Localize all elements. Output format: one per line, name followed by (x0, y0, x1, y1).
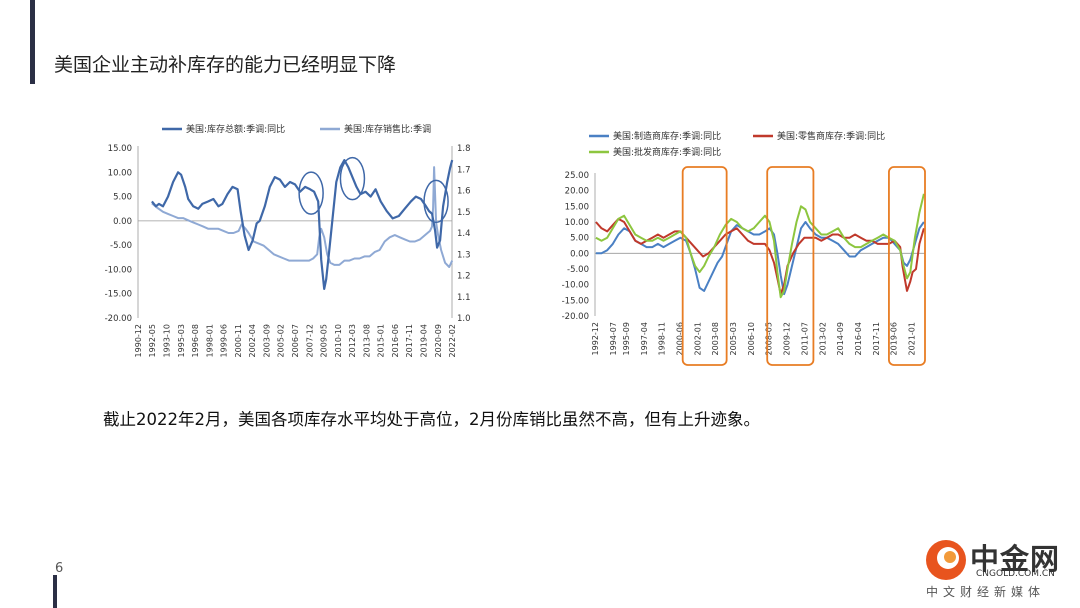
left-y-tick-label: 15.00 (108, 144, 132, 154)
y-tick-label: 15.00 (565, 202, 589, 212)
series-line-wholesaler-inventory (595, 193, 925, 299)
y-tick-label: 25.00 (565, 171, 589, 181)
left-y-tick-label: 5.00 (113, 193, 132, 203)
right-y-tick-label: 1.50 (457, 208, 470, 218)
title-accent-bar (30, 0, 35, 84)
x-tick-label: 1995-09 (622, 322, 631, 355)
right-y-tick-label: 1.30 (457, 250, 470, 260)
x-tick-label: 2013-08 (362, 324, 371, 357)
slide-caption: 截止2022年2月，美国各项库存水平均处于高位，2月份库销比虽然不高，但有上升迹… (103, 410, 760, 429)
right-y-tick-label: 1.20 (457, 272, 470, 282)
inventory-total-chart: 美国:库存总额:季调:同比 美国:库存销售比:季调 15.00 10.00 5.00 0.… (90, 118, 476, 368)
x-tick-label: 2016-06 (391, 324, 400, 357)
x-tick-label: 1998-11 (658, 322, 667, 355)
logo-name: 中金网 (970, 542, 1061, 576)
highlight-ellipse-2 (339, 156, 366, 201)
x-tick-label: 2012-03 (348, 324, 357, 357)
logo-swirl-icon (926, 540, 966, 580)
x-tick-label: 2022-02 (448, 324, 457, 357)
inventory-by-sector-chart: 美国:制造商库存:季调:同比 美国:零售商库存:季调:同比美国:批发商库存:季调:… (555, 125, 930, 370)
x-tick-label: 2019-04 (419, 324, 428, 357)
x-tick-label: 1997-04 (640, 322, 649, 355)
x-tick-label: 2017-11 (872, 322, 881, 355)
logo-url: CNGOLD.COM.CN (976, 569, 1055, 579)
y-tick-label: 20.00 (565, 187, 589, 197)
series-line-manufacturer-inventory (595, 221, 925, 296)
x-tick-label: 1990-12 (134, 324, 143, 357)
x-tick-label: 1993-10 (163, 324, 172, 357)
x-tick-label: 2006-07 (291, 324, 300, 357)
highlight-ellipse-1 (298, 171, 324, 215)
highlight-box-2 (766, 166, 815, 366)
left-y-tick-label: -5.00 (110, 241, 132, 251)
x-tick-label: 1995-03 (177, 324, 186, 357)
series-line-retailer-inventory (595, 217, 925, 296)
highlight-box-1 (681, 166, 728, 366)
left-y-tick-label: -10.00 (105, 265, 132, 275)
x-tick-label: 2013-02 (818, 322, 827, 355)
x-tick-label: 1992-12 (591, 322, 600, 355)
x-tick-label: 2016-04 (854, 322, 863, 355)
right-y-tick-label: 1.80 (457, 144, 470, 154)
x-tick-label: 2011-07 (800, 322, 809, 355)
x-tick-label: 1998-01 (205, 324, 214, 357)
x-tick-label: 2007-12 (305, 324, 314, 357)
page-number: 6 (55, 561, 64, 576)
logo-subtitle: 中文财经新媒体 (926, 585, 1046, 599)
x-tick-label: 2015-01 (377, 324, 386, 357)
right-y-tick-label: 1.70 (457, 165, 470, 175)
left-y-tick-label: 10.00 (108, 168, 132, 178)
x-tick-label: 1994-07 (609, 322, 618, 355)
x-tick-label: 2014-09 (836, 322, 845, 355)
x-tick-label: 2005-03 (729, 322, 738, 355)
x-tick-label: 2020-09 (434, 324, 443, 357)
y-tick-label: 0.00 (570, 249, 589, 259)
x-tick-label: 2021-01 (907, 322, 916, 355)
x-tick-label: 2003-09 (262, 324, 271, 357)
x-tick-label: 2003-08 (711, 322, 720, 355)
x-tick-label: 2006-10 (747, 322, 756, 355)
legend-label-2: 美国:零售商库存:季调:同比 (777, 130, 885, 142)
x-tick-label: 2000-11 (234, 324, 243, 357)
x-tick-label: 2017-11 (405, 324, 414, 357)
legend-label-3: 美国:批发商库存:季调:同比 (613, 146, 721, 158)
left-y-tick-label: -20.00 (105, 314, 132, 324)
x-tick-label: 2010-10 (334, 324, 343, 357)
left-y-tick-label: 0.00 (113, 217, 132, 227)
x-tick-label: 2000-06 (675, 322, 684, 355)
highlight-ellipse-3 (423, 179, 449, 224)
y-tick-label: 5.00 (570, 234, 589, 244)
right-y-tick-label: 1.40 (457, 229, 470, 239)
series-line-inventory-sales-ratio (151, 166, 454, 268)
y-tick-label: -10.00 (562, 281, 589, 291)
legend-label-1: 美国:制造商库存:季调:同比 (613, 130, 721, 142)
y-tick-label: 10.00 (565, 218, 589, 228)
inventory-by-sector-chart-svg: 美国:制造商库存:季调:同比 美国:零售商库存:季调:同比美国:批发商库存:季调:… (562, 130, 926, 366)
series-line-inventory-total-yoy (151, 159, 454, 290)
x-tick-label: 2009-05 (320, 324, 329, 357)
x-tick-label: 2002-04 (248, 324, 257, 357)
x-tick-label: 2005-02 (277, 324, 286, 357)
highlight-box-3 (888, 166, 926, 366)
cngold-logo: 中金网 CNGOLD.COM.CN 中文财经新媒体 (912, 536, 1072, 602)
right-y-tick-label: 1.00 (457, 314, 470, 324)
legend-label-1: 美国:库存总额:季调:同比 (186, 123, 285, 135)
right-y-tick-label: 1.10 (457, 293, 470, 303)
right-y-tick-label: 1.60 (457, 187, 470, 197)
y-tick-label: -5.00 (567, 265, 589, 275)
legend-label-2: 美国:库存销售比:季调 (344, 123, 431, 135)
left-y-tick-label: -15.00 (105, 290, 132, 300)
footer-accent-bar (53, 575, 57, 608)
x-tick-label: 2019-06 (890, 322, 899, 355)
x-tick-label: 2008-05 (765, 322, 774, 355)
y-tick-label: -15.00 (562, 296, 589, 306)
x-tick-label: 1996-08 (191, 324, 200, 357)
x-tick-label: 1999-06 (220, 324, 229, 357)
inventory-total-chart-svg: 美国:库存总额:季调:同比 美国:库存销售比:季调 15.00 10.00 5.00 0.… (105, 123, 476, 357)
y-tick-label: -20.00 (562, 312, 589, 322)
x-tick-label: 2009-12 (783, 322, 792, 355)
slide-title: 美国企业主动补库存的能力已经明显下降 (54, 54, 397, 76)
x-tick-label: 2002-01 (693, 322, 702, 355)
x-tick-label: 1992-05 (148, 324, 157, 357)
